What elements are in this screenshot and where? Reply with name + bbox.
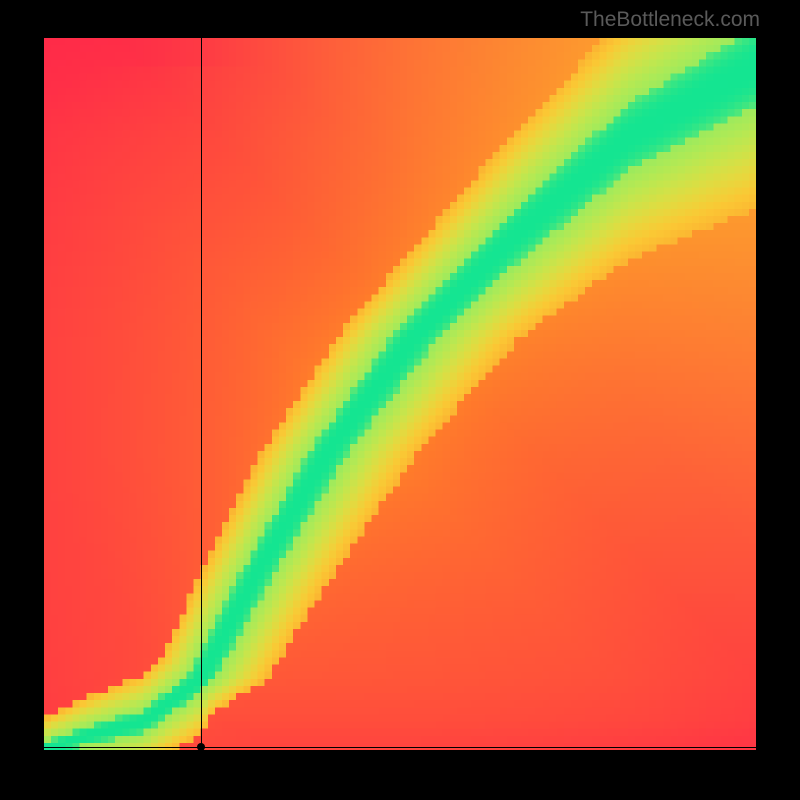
crosshair-horizontal	[44, 747, 758, 748]
heatmap-plot	[44, 38, 756, 750]
watermark-text: TheBottleneck.com	[580, 8, 760, 32]
heatmap-canvas	[44, 38, 756, 750]
crosshair-marker-dot	[197, 743, 205, 751]
crosshair-vertical	[201, 38, 202, 752]
chart-container: TheBottleneck.com	[0, 0, 800, 800]
